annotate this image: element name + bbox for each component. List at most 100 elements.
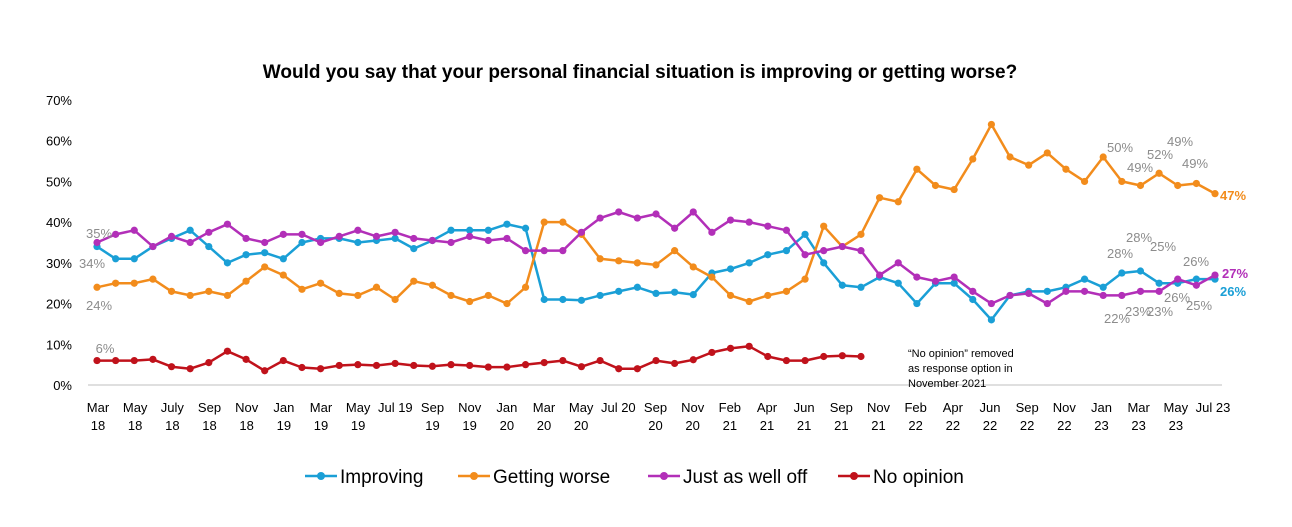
data-point — [987, 299, 996, 308]
data-point — [130, 279, 138, 287]
legend-item: No opinion — [838, 467, 964, 488]
data-point — [820, 222, 828, 230]
data-label: 35% — [86, 226, 112, 241]
data-point — [261, 249, 269, 257]
data-point — [913, 165, 921, 173]
data-label: 28% — [1107, 246, 1133, 261]
data-point — [372, 232, 381, 240]
data-point — [279, 230, 287, 238]
x-tick-label: 20 — [685, 418, 699, 433]
data-point — [577, 228, 586, 236]
data-point — [521, 361, 530, 369]
data-point — [205, 228, 213, 236]
data-point — [186, 238, 194, 247]
x-tick-label: July — [161, 400, 185, 415]
data-point — [335, 289, 343, 297]
legend-label: Just as well off — [683, 467, 808, 488]
data-point — [1043, 299, 1051, 308]
data-label: 49% — [1127, 160, 1153, 175]
x-tick-label: Nov — [681, 400, 705, 415]
data-point — [894, 259, 902, 267]
data-point — [130, 356, 138, 365]
data-point — [410, 234, 418, 243]
data-point — [484, 226, 492, 234]
y-tick-label: 60% — [46, 134, 72, 149]
note-line: November 2021 — [908, 378, 986, 390]
data-point — [1136, 267, 1145, 275]
data-point — [652, 289, 660, 297]
data-point — [615, 208, 623, 216]
data-label: 6% — [96, 341, 115, 356]
data-point — [801, 275, 809, 283]
data-point — [726, 216, 735, 224]
chart-title: Would you say that your personal financi… — [263, 62, 1017, 83]
legend-marker — [660, 472, 668, 480]
data-point — [186, 291, 194, 300]
data-point — [931, 277, 940, 285]
data-point — [969, 287, 977, 295]
data-point — [633, 283, 641, 291]
x-tick-label: Sep — [644, 400, 667, 415]
data-point — [410, 277, 418, 285]
note-line: “No opinion” removed — [908, 348, 1014, 360]
data-point — [838, 352, 846, 360]
data-point — [112, 356, 120, 365]
data-point — [540, 295, 548, 304]
x-tick-label: Jul 19 — [378, 400, 413, 415]
data-point — [820, 247, 828, 255]
data-point — [857, 230, 865, 238]
data-label: 26% — [1183, 254, 1209, 269]
legend-marker — [470, 472, 478, 480]
data-label: 27% — [1222, 266, 1248, 281]
legend-marker — [850, 472, 858, 480]
data-point — [484, 363, 492, 371]
data-point — [317, 238, 325, 247]
data-point — [335, 232, 343, 240]
data-point — [652, 261, 660, 269]
x-tick-label: Sep — [830, 400, 853, 415]
x-tick-label: Sep — [198, 400, 221, 415]
data-point — [1043, 287, 1051, 295]
data-point — [223, 220, 232, 228]
x-tick-label: Apr — [943, 400, 964, 415]
y-tick-label: 40% — [46, 215, 72, 230]
data-point — [559, 218, 567, 226]
x-tick-label: Jun — [980, 400, 1001, 415]
data-point — [931, 181, 940, 190]
data-point — [857, 283, 865, 291]
data-point — [782, 247, 791, 255]
x-tick-label: May — [346, 400, 371, 415]
data-point — [801, 251, 809, 259]
data-label: 26% — [1220, 284, 1246, 299]
data-point — [969, 295, 977, 304]
data-point — [372, 283, 381, 291]
data-point — [1211, 271, 1219, 279]
data-point — [745, 259, 753, 267]
x-tick-label: 18 — [128, 418, 142, 433]
x-tick-label: 20 — [648, 418, 662, 433]
data-point — [764, 352, 772, 361]
data-point — [298, 230, 306, 238]
data-point — [689, 356, 697, 364]
data-point — [149, 355, 157, 363]
data-point — [782, 226, 791, 234]
x-tick-label: Nov — [235, 400, 259, 415]
x-tick-label: Feb — [904, 400, 926, 415]
data-point — [689, 263, 697, 271]
x-tick-label: Jan — [273, 400, 294, 415]
data-point — [317, 279, 325, 287]
x-tick-label: 19 — [462, 418, 476, 433]
data-point — [354, 361, 362, 369]
data-point — [1118, 291, 1126, 300]
data-point — [521, 224, 530, 232]
x-tick-label: 19 — [425, 418, 439, 433]
data-point — [298, 363, 306, 372]
data-label: 47% — [1220, 188, 1246, 203]
x-tick-label: 18 — [91, 418, 105, 433]
x-tick-label: 18 — [202, 418, 216, 433]
x-tick-label: Jun — [794, 400, 815, 415]
data-point — [950, 273, 958, 281]
data-point — [410, 245, 418, 253]
data-point — [596, 255, 604, 263]
data-point — [1192, 275, 1200, 283]
